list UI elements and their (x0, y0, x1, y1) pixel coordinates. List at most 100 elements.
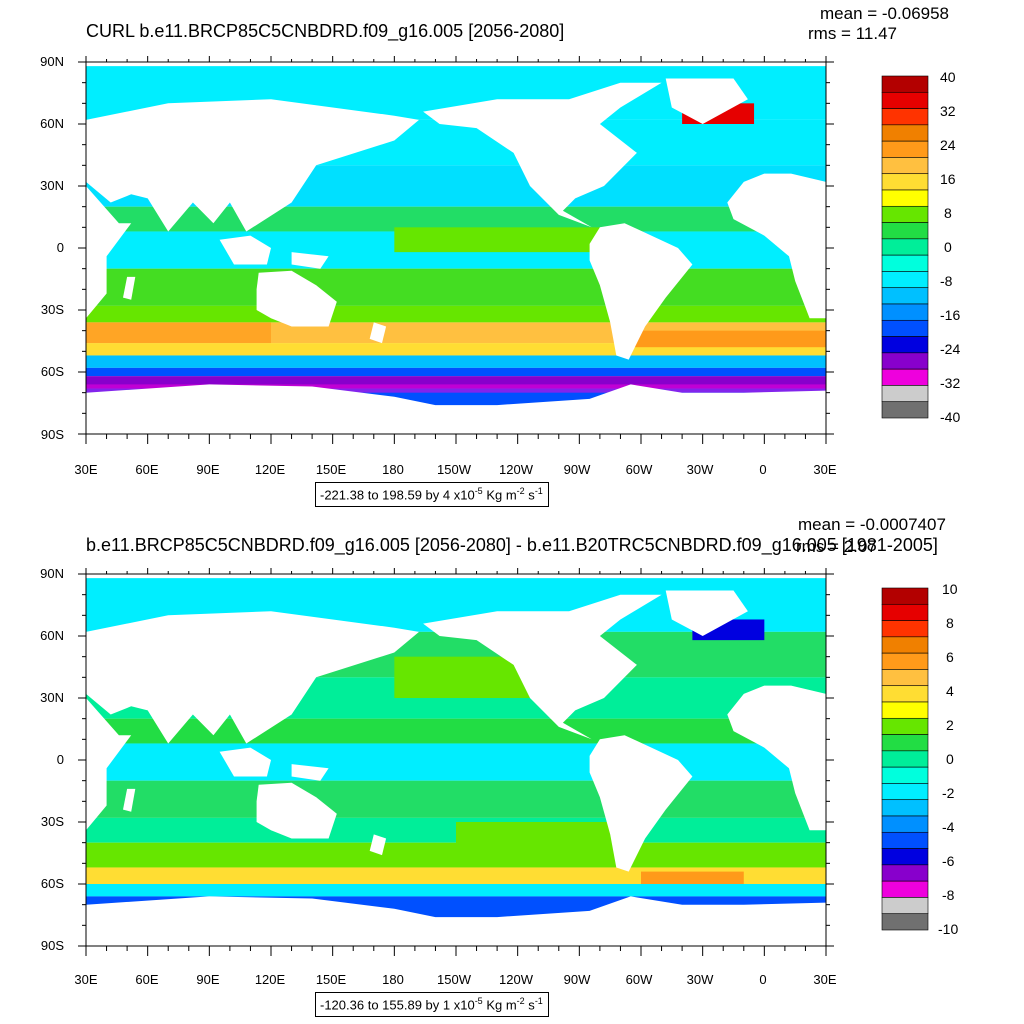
lon-label: 150E (315, 462, 347, 477)
lon-label: 120E (254, 462, 286, 477)
colorbar-label: -8 (940, 273, 953, 289)
lat-label: 90N (40, 566, 64, 581)
ocean-patch (394, 227, 600, 253)
colorbar-label: -2 (942, 785, 955, 801)
landmass (727, 685, 826, 831)
colorbar-swatch (881, 799, 929, 817)
colorbar-swatch (881, 783, 929, 801)
panel-2-title: b.e11.BRCP85C5CNBDRD.f09_g16.005 [2056-2… (86, 535, 938, 555)
lon-label: 30E (74, 462, 98, 477)
colorbar-swatch (881, 652, 929, 670)
ocean-patch (86, 384, 826, 393)
lon-label: 30E (74, 972, 98, 987)
colorbar-label: -16 (940, 307, 961, 323)
colorbar-swatch (881, 401, 929, 419)
land-mask (24, 590, 826, 946)
lon-label: 60W (625, 462, 653, 477)
colorbar-label: 24 (940, 137, 956, 153)
landmass (219, 235, 271, 265)
ocean-band (86, 718, 826, 744)
landmass (86, 186, 132, 319)
colorbar-swatch (881, 848, 929, 866)
landmass (665, 590, 748, 636)
ocean-patch (86, 322, 271, 344)
lat-label: 90N (40, 54, 64, 69)
ocean-band (86, 367, 826, 377)
lat-label: 30S (40, 302, 64, 317)
colorbar-swatch (881, 587, 929, 605)
landmass (256, 782, 337, 839)
ocean-band (86, 743, 826, 781)
landmass (423, 82, 662, 228)
colorbar-swatch (881, 913, 929, 931)
colorbar-label: 16 (940, 171, 956, 187)
lat-label: 60N (40, 628, 64, 643)
landmass (86, 384, 826, 434)
lon-label: 0 (759, 972, 767, 987)
colorbar-swatch (881, 669, 929, 687)
lat-label: 90S (40, 427, 64, 442)
colorbar-swatch (881, 831, 929, 849)
map-frame (78, 568, 834, 956)
colorbar-label: -40 (940, 409, 961, 425)
lon-label: 120W (499, 462, 533, 477)
colorbar-label: -32 (940, 375, 961, 391)
ocean-band (86, 268, 826, 306)
landmass (423, 594, 662, 740)
landmass (86, 896, 826, 946)
lat-label: 60S (40, 876, 64, 891)
colorbar-label: -10 (938, 921, 959, 937)
lon-label: 120E (254, 972, 286, 987)
colorbar-swatch (881, 815, 929, 833)
colorbar-label: 32 (940, 103, 956, 119)
colorbar-swatch (881, 766, 929, 784)
colorbar-label: 10 (942, 581, 958, 597)
colorbar (881, 75, 929, 419)
lat-label: 90S (40, 938, 64, 953)
lon-label: 60E (135, 972, 159, 987)
colorbar-swatch (881, 636, 929, 654)
panel-1-mean: mean = -0.06958 (820, 4, 950, 23)
colorbar-label: 2 (946, 717, 954, 733)
lon-label: 30E (813, 972, 837, 987)
panel-2-range-label: -120.36 to 155.89 by 1 x10-5 Kg m-2 s-1 (315, 992, 549, 1017)
landmass (81, 611, 420, 744)
land-mask (24, 78, 826, 434)
landmass (589, 735, 693, 872)
ocean-patch (456, 822, 621, 860)
landmass (123, 276, 136, 300)
colorbar-label: 40 (940, 69, 956, 85)
landmass (291, 764, 329, 781)
ocean-band (86, 780, 826, 818)
panel-2-rms: rms = 2.07 (796, 538, 877, 555)
ocean-band (86, 884, 826, 897)
colorbar-label: 8 (946, 615, 954, 631)
lon-label: 90W (563, 462, 591, 477)
panel-1-title: CURL b.e11.BRCP85C5CNBDRD.f09_g16.005 [2… (86, 21, 565, 41)
ocean-patch (630, 330, 826, 348)
panel-1-rms: rms = 11.47 (808, 24, 897, 43)
ocean-patch (641, 871, 744, 884)
colorbar-swatch (881, 717, 929, 735)
map-frame (78, 56, 834, 444)
lon-label: 90W (563, 972, 591, 987)
panel-1-range-label: -221.38 to 198.59 by 4 x10-5 Kg m-2 s-1 (315, 482, 549, 507)
colorbar-label: 0 (946, 751, 954, 767)
colorbar-label: -8 (942, 887, 955, 903)
lon-label: 30W (686, 462, 714, 477)
lon-label: 180 (382, 462, 404, 477)
panel-2-mean: mean = -0.0007407 (798, 515, 946, 534)
landmass (369, 322, 387, 344)
colorbar-swatch (881, 897, 929, 915)
landmass (123, 788, 136, 812)
landmass (369, 834, 387, 856)
colorbar-label: 0 (944, 239, 952, 255)
colorbar-label: -4 (942, 819, 955, 835)
lon-label: 120W (499, 972, 533, 987)
colorbar (881, 587, 929, 931)
colorbar-label: 8 (944, 205, 952, 221)
lat-label: 0 (56, 752, 64, 767)
lon-label: 180 (382, 972, 404, 987)
